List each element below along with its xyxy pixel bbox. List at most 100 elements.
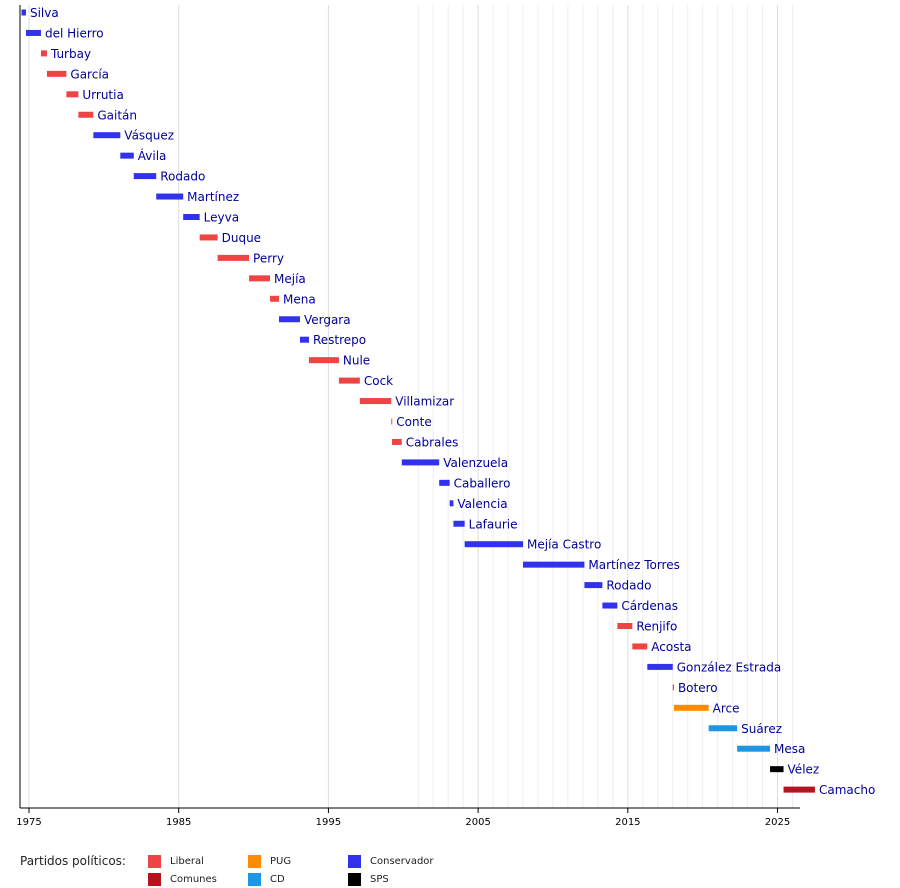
bar [156, 193, 184, 200]
bar [270, 295, 280, 302]
legend-label: CD [270, 874, 285, 885]
bar [617, 623, 633, 629]
bar-label: Cock [364, 374, 393, 388]
bar-label: Vergara [304, 313, 351, 327]
bar-label: Renjifo [636, 620, 677, 634]
bar [439, 479, 450, 486]
bar [673, 704, 709, 711]
legend-label: SPS [370, 874, 389, 885]
legend-label: Conservador [370, 856, 434, 867]
bar [25, 29, 41, 36]
bar [401, 459, 440, 466]
bar [449, 500, 454, 507]
bar-label: Rodado [606, 579, 651, 593]
bar-label: Botero [678, 681, 718, 695]
legend-title: Partidos políticos: [20, 854, 126, 868]
bar-label: Lafaurie [469, 517, 518, 531]
bar-label: Mejía [274, 272, 306, 286]
x-tick-label: 2015 [615, 817, 640, 828]
axes [19, 5, 800, 809]
x-tick-label: 1975 [16, 817, 41, 828]
bar [737, 745, 771, 752]
legend-label: PUG [270, 856, 292, 867]
bar [66, 91, 79, 98]
bar-label: Restrepo [313, 333, 366, 347]
x-tick-label: 2025 [765, 817, 790, 828]
bar [453, 520, 465, 527]
bar-label: Rodado [160, 170, 205, 184]
bar-label: Vásquez [124, 129, 174, 143]
legend-label: Comunes [170, 874, 217, 885]
bar [21, 9, 26, 16]
bar [708, 725, 738, 732]
bar-label: Silva [30, 6, 59, 20]
bar [183, 214, 200, 220]
bar-label: Martínez Torres [588, 558, 679, 572]
bar-label: Turbay [50, 47, 91, 61]
bar-label: Martínez [187, 190, 239, 204]
bar [647, 663, 673, 670]
legend-swatch [348, 855, 361, 868]
legend: Partidos políticos: Liberal Comunes PUG CD C… [20, 853, 880, 887]
bars [21, 9, 815, 793]
bar-label: Ávila [138, 148, 167, 163]
legend-label: Liberal [170, 856, 204, 867]
bar-label: Cabrales [406, 435, 459, 449]
legend-swatch [148, 873, 161, 886]
bar [523, 561, 585, 568]
bar-label: Vélez [788, 763, 820, 777]
bar [78, 111, 94, 118]
bar-label: Urrutia [82, 88, 123, 102]
grid-lines [28, 5, 794, 808]
bar [783, 786, 815, 793]
bar [770, 766, 784, 773]
bar-label: Valencia [457, 497, 507, 511]
bar [632, 643, 648, 650]
bar-label: Villamizar [395, 395, 454, 409]
bar-label: Mena [283, 292, 316, 306]
x-tick-label: 2005 [465, 817, 490, 828]
bar [40, 50, 47, 57]
timeline-chart: 1975 1985 1995 2005 2015 2025 Silva del Hierro… [16, 5, 875, 828]
bar-label: Mejía Castro [527, 538, 601, 552]
bar [249, 275, 271, 282]
bar [299, 336, 309, 343]
bar-label: Arce [713, 701, 740, 715]
bar [217, 254, 250, 261]
bar-label: Camacho [819, 783, 875, 797]
bar-label: Nule [343, 354, 370, 368]
bar [308, 357, 339, 364]
x-tick-label: 1995 [316, 817, 341, 828]
legend-swatch [148, 855, 161, 868]
bar-label: Perry [253, 251, 284, 265]
bar [199, 234, 218, 241]
bar [93, 132, 121, 139]
x-tick-label: 1985 [166, 817, 191, 828]
bar [464, 541, 524, 548]
bar-label: Cárdenas [621, 599, 678, 613]
bar-label: del Hierro [45, 26, 104, 40]
bar [338, 377, 360, 384]
bar [391, 418, 393, 425]
bar-label: Valenzuela [443, 456, 508, 470]
bar-label: Suárez [741, 722, 782, 736]
bar [359, 398, 392, 405]
bar-label: Acosta [651, 640, 691, 654]
bar [602, 602, 618, 609]
bar [392, 438, 402, 445]
bar-label: Mesa [774, 742, 805, 756]
bar [672, 684, 674, 691]
bar-label: Gaitán [97, 108, 137, 122]
bar-label: García [70, 67, 109, 81]
bar [46, 70, 67, 77]
bar [584, 582, 603, 589]
bar [279, 316, 300, 323]
x-axis-ticks: 1975 1985 1995 2005 2015 2025 [16, 808, 790, 828]
bar [120, 152, 134, 159]
bar-label: Leyva [204, 211, 239, 225]
bar-labels: Silva del Hierro Turbay García Urrutia Gaitán… [30, 6, 875, 797]
bar-label: Conte [396, 415, 431, 429]
legend-swatch [348, 873, 361, 886]
legend-swatch [248, 873, 261, 886]
legend-swatch [248, 855, 261, 868]
